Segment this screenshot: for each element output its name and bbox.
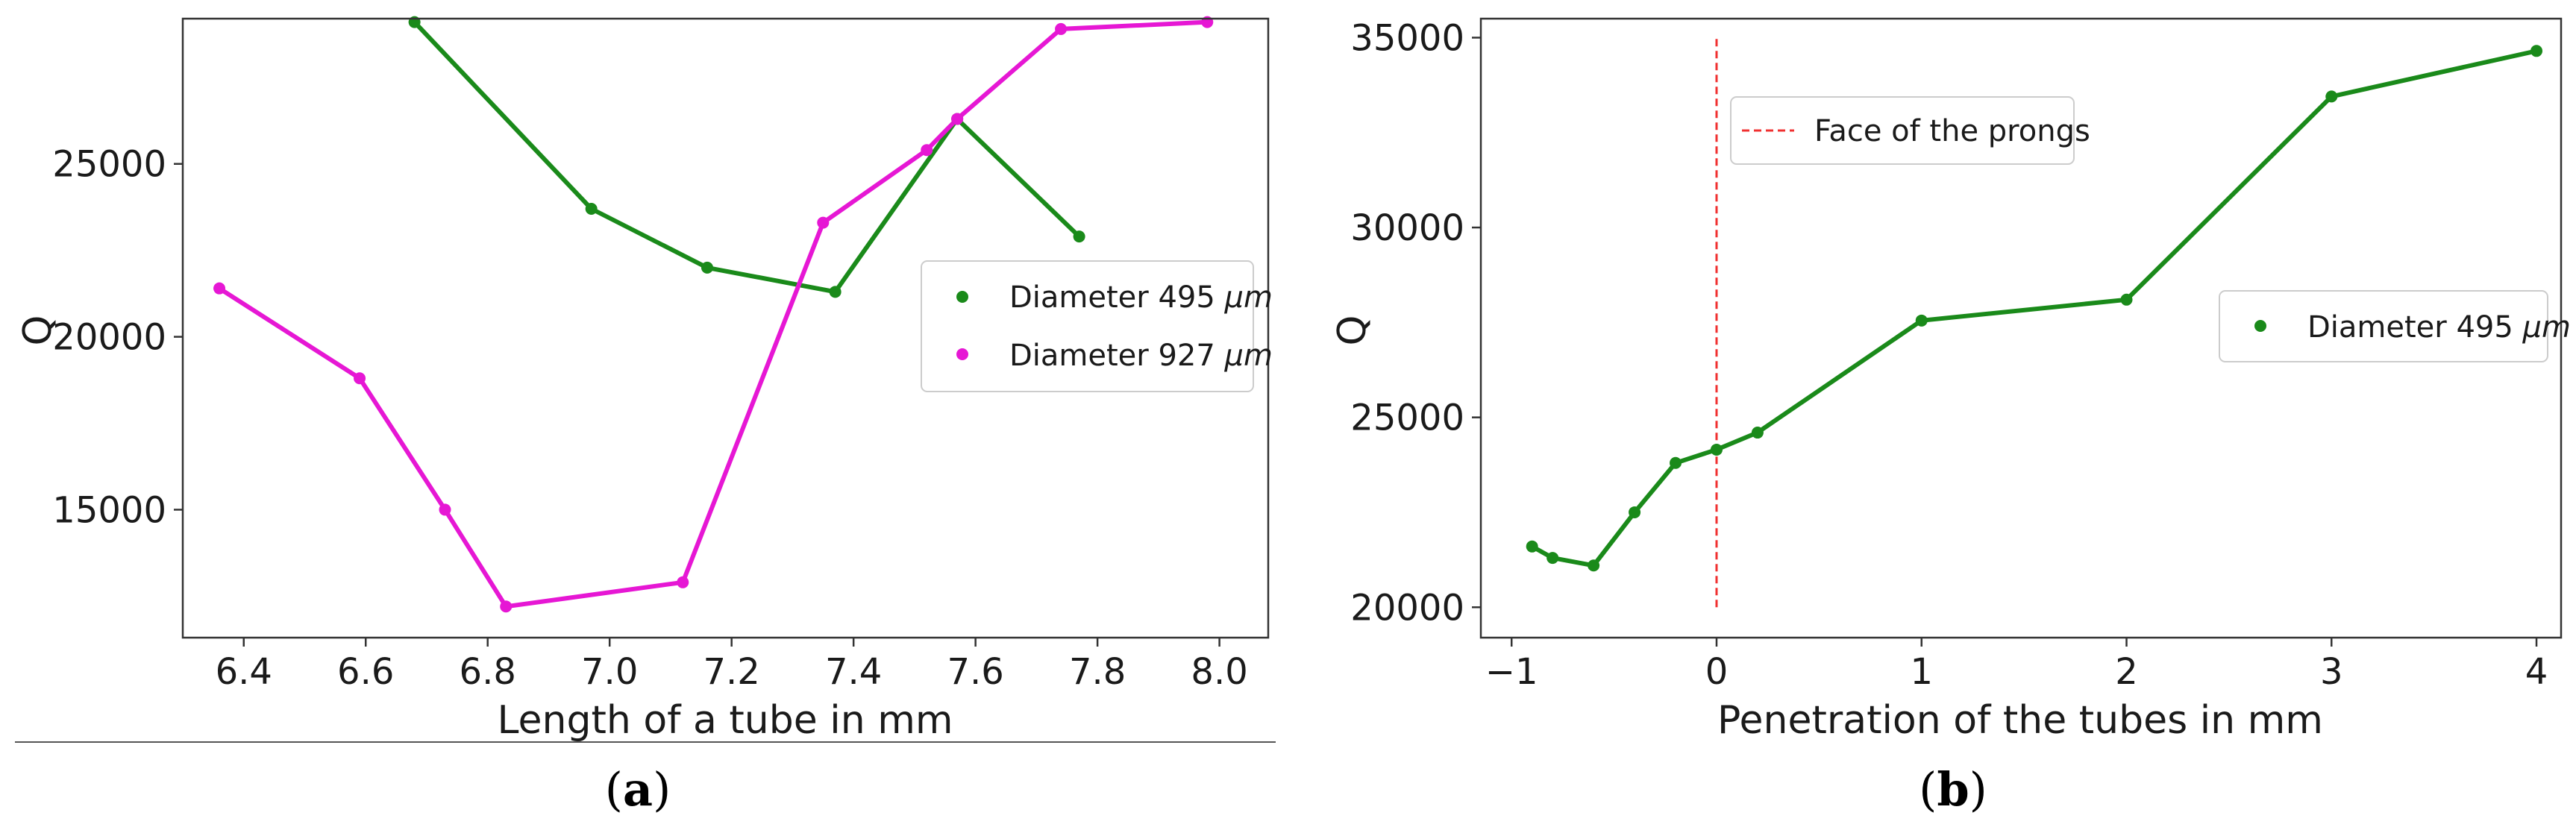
chart-a-data-point — [701, 261, 713, 274]
chart-b-x-tick-label: 3 — [2320, 651, 2343, 693]
chart-a-plot-frame — [181, 17, 1270, 639]
chart-b-data-point — [2530, 45, 2543, 57]
chart-a-data-point — [817, 216, 830, 229]
chart-a-data-point — [354, 372, 366, 385]
chart-a-data-point — [829, 286, 842, 298]
chart-a-series-line-2 — [217, 19, 1210, 609]
chart-b-data-point — [1710, 443, 1723, 456]
chart-b-x-tick-label: 0 — [1705, 651, 1729, 693]
chart-b-series-points — [1526, 45, 2543, 572]
chart-a-x-tick-label: 7.4 — [825, 651, 882, 693]
chart-b-y-tick-label: 25000 — [1350, 397, 1464, 439]
chart-b-y-tick-label: 20000 — [1350, 587, 1464, 629]
chart-b-x-tick-label: 2 — [2115, 651, 2138, 693]
chart-a-data-point — [439, 503, 451, 516]
panel-label-a: (a) — [605, 762, 671, 817]
chart-b-x-tick-label: 1 — [1910, 651, 1933, 693]
chart-a-x-axis-label: Length of a tube in mm — [497, 698, 953, 743]
chart-b-annotation-legend-label: Face of the prongs — [1814, 114, 2090, 148]
chart-a-legend-entry-2: Diameter 927 μm — [1009, 339, 1273, 373]
chart-b-x-ticks: −1 0 1 2 3 4 — [1485, 638, 2548, 693]
chart-b-data-point — [2325, 90, 2338, 103]
chart-a-y-tick-label: 15000 — [52, 489, 166, 531]
chart-a-y-axis-label: Q — [16, 315, 60, 346]
chart-b-annotation-legend: Face of the prongs — [1730, 96, 2090, 165]
chart-a-data-point — [951, 113, 964, 125]
chart-b-annotation-legend-box — [1730, 96, 2075, 165]
chart-b-x-tick-label: 4 — [2525, 651, 2548, 693]
chart-b-data-point — [2120, 293, 2133, 306]
chart-b-data-point — [1629, 506, 1641, 518]
chart-a-legend: Diameter 495 μm Diameter 927 μm — [921, 260, 1273, 392]
chart-a-legend-box — [921, 260, 1254, 392]
chart-a-data-point — [585, 203, 598, 216]
chart-b-data-point — [1915, 314, 1928, 327]
chart-a-series-points — [213, 16, 1214, 613]
chart-a-legend-entry-1: Diameter 495 μm — [1009, 280, 1273, 315]
chart-a-legend-marker-1 — [956, 291, 968, 303]
chart-b-y-axis-label: Q — [1330, 315, 1375, 346]
chart-a-x-tick-label: 7.8 — [1069, 651, 1126, 693]
chart-b-legend: Diameter 495 μm — [2219, 290, 2571, 362]
chart-b-plot-frame — [1479, 17, 2563, 639]
chart-a-legend-marker-2 — [956, 348, 968, 360]
chart-b-data-point — [1670, 456, 1682, 469]
chart-b-data-point — [1546, 552, 1559, 565]
chart-a-x-tick-label: 8.0 — [1191, 651, 1247, 693]
chart-a-x-tick-label: 6.8 — [460, 651, 516, 693]
chart-a-data-point — [1055, 22, 1068, 35]
chart-b-y-ticks: 20000 25000 30000 35000 — [1350, 17, 1481, 629]
chart-a-x-tick-label: 7.0 — [581, 651, 638, 693]
chart-b-x-axis-label: Penetration of the tubes in mm — [1717, 698, 2323, 743]
chart-b-legend-entry-1: Diameter 495 μm — [2307, 310, 2571, 345]
chart-a-y-tick-label: 20000 — [52, 317, 166, 359]
chart-b-y-tick-label: 30000 — [1350, 207, 1464, 249]
chart-a-x-tick-label: 7.2 — [703, 651, 760, 693]
chart-a-data-point — [921, 144, 933, 157]
chart-b-x-tick-label: −1 — [1485, 651, 1538, 693]
chart-b-y-tick-label: 35000 — [1350, 17, 1464, 59]
chart-panel-a: 6.4 6.6 6.8 7.0 7.2 7.4 7.6 7.8 8.0 15000 20000 25… — [15, 16, 1276, 817]
chart-a-data-point — [1073, 230, 1085, 243]
chart-b-data-point — [1588, 559, 1600, 572]
panel-label-b: (b) — [1919, 762, 1987, 817]
chart-a-y-tick-label: 25000 — [52, 144, 166, 186]
chart-a-x-tick-label: 6.6 — [337, 651, 394, 693]
chart-a-data-point — [677, 576, 689, 588]
chart-a-series-lines — [217, 19, 1210, 609]
chart-a-x-ticks: 6.4 6.6 6.8 7.0 7.2 7.4 7.6 7.8 8.0 — [216, 638, 1248, 693]
chart-a-x-tick-label: 6.4 — [216, 651, 272, 693]
chart-b-data-point — [1751, 427, 1764, 439]
chart-b-data-point — [1526, 540, 1538, 553]
chart-panel-b: −1 0 1 2 3 4 20000 25000 30000 35000 Penetration… — [1330, 17, 2571, 817]
chart-a-data-point — [213, 282, 226, 295]
chart-a-x-tick-label: 7.6 — [947, 651, 1003, 693]
chart-a-series-line-1 — [412, 19, 1082, 295]
chart-a-y-ticks: 15000 20000 25000 — [52, 144, 183, 531]
chart-b-legend-marker-1 — [2254, 320, 2266, 332]
chart-b-legend-box — [2219, 290, 2548, 362]
chart-a-data-point — [500, 600, 513, 613]
